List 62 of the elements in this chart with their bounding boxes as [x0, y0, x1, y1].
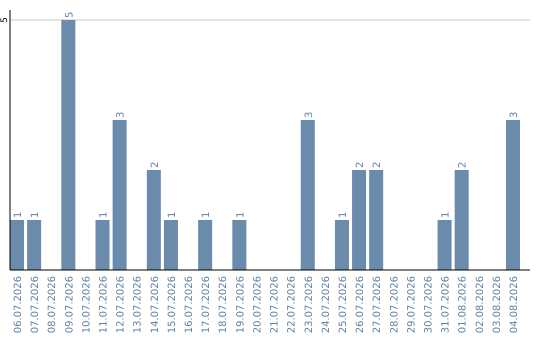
bar [506, 120, 520, 270]
x-tick-label: 12.07.2026 [116, 276, 127, 334]
bar [438, 220, 452, 270]
data-label: 2 [150, 162, 161, 168]
data-label: 2 [458, 162, 469, 168]
bar [232, 220, 246, 270]
x-tick-label: 04.08.2026 [508, 276, 520, 334]
bar [198, 220, 212, 270]
data-label: 1 [338, 212, 349, 218]
data-label: 1 [235, 212, 246, 218]
bar [146, 170, 161, 270]
data-label: 5 [64, 12, 76, 18]
bar [112, 120, 127, 270]
x-tick-label: 10.07.2026 [81, 276, 92, 334]
data-label: 3 [508, 112, 520, 118]
x-tick-label: 20.07.2026 [252, 276, 264, 334]
x-tick-label: 16.07.2026 [184, 276, 196, 334]
x-tick-label: 18.07.2026 [218, 276, 230, 334]
x-tick-label: 15.07.2026 [166, 276, 178, 334]
data-label: 1 [166, 212, 178, 218]
data-label: 1 [201, 212, 212, 218]
x-tick-label: 02.08.2026 [474, 276, 486, 334]
x-tick-label: 01.08.2026 [458, 276, 469, 334]
x-tick-label: 17.07.2026 [201, 276, 212, 334]
bar [300, 120, 315, 270]
x-tick-label: 31.07.2026 [440, 276, 452, 334]
data-label: 1 [13, 212, 24, 218]
x-tick-label: 09.07.2026 [64, 276, 76, 334]
x-tick-label: 13.07.2026 [132, 276, 144, 334]
x-tick-label: 03.08.2026 [492, 276, 503, 334]
x-tick-label: 30.07.2026 [423, 276, 434, 334]
x-tick-label: 27.07.2026 [372, 276, 384, 334]
x-tick-label: 29.07.2026 [406, 276, 418, 334]
x-tick-label: 19.07.2026 [235, 276, 246, 334]
x-tick-label: 26.07.2026 [355, 276, 366, 334]
bar [352, 170, 366, 270]
data-label: 3 [304, 112, 315, 118]
x-tick-label: 21.07.2026 [270, 276, 281, 334]
bar [369, 170, 384, 270]
bar [61, 20, 76, 270]
x-tick-label: 24.07.2026 [320, 276, 332, 334]
x-tick-label: 25.07.2026 [338, 276, 349, 334]
data-label: 1 [440, 212, 452, 218]
data-label: 2 [372, 162, 384, 168]
x-tick-label: 06.07.2026 [13, 276, 24, 334]
bar [454, 170, 469, 270]
data-label: 1 [98, 212, 110, 218]
bar [96, 220, 110, 270]
x-tick-label: 08.07.2026 [47, 276, 58, 334]
data-label: 3 [116, 112, 127, 118]
bar [334, 220, 349, 270]
bar [10, 220, 24, 270]
bar [27, 220, 42, 270]
x-tick-label: 14.07.2026 [150, 276, 161, 334]
x-tick-label: 28.07.2026 [389, 276, 400, 334]
data-label: 1 [30, 212, 42, 218]
data-label: 2 [355, 162, 366, 168]
x-tick-label: 11.07.2026 [98, 276, 110, 334]
bar [164, 220, 178, 270]
x-tick-label: 07.07.2026 [30, 276, 42, 334]
x-tick-label: 23.07.2026 [304, 276, 315, 334]
x-tick-label: 22.07.2026 [286, 276, 298, 334]
